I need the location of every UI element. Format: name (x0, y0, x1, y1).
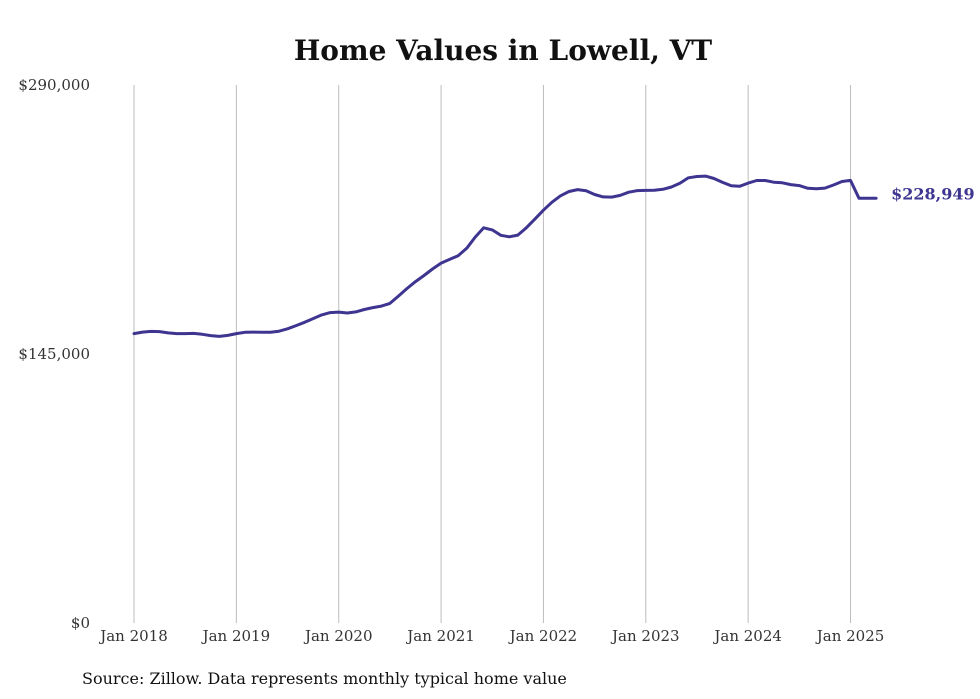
y-tick-label: $145,000 (18, 345, 90, 363)
y-tick-label: $290,000 (18, 76, 90, 94)
source-note: Source: Zillow. Data represents monthly … (82, 669, 567, 688)
x-tick-label: Jan 2022 (508, 627, 578, 645)
x-tick-label: Jan 2023 (610, 627, 680, 645)
latest-value-label: $228,949 (891, 184, 975, 203)
x-tick-label: Jan 2018 (98, 627, 168, 645)
chart-title: Home Values in Lowell, VT (294, 34, 712, 67)
x-axis-ticks: Jan 2018 Jan 2019 Jan 2020 Jan 2021 Jan 2022… (98, 627, 884, 645)
x-tick-label: Jan 2019 (201, 627, 271, 645)
x-tick-label: Jan 2021 (405, 627, 475, 645)
x-tick-label: Jan 2024 (712, 627, 782, 645)
gridlines (133, 85, 852, 623)
x-tick-label: Jan 2025 (815, 627, 885, 645)
x-tick-label: Jan 2020 (303, 627, 373, 645)
y-tick-label: $0 (71, 614, 90, 632)
y-axis-ticks: $0 $145,000 $290,000 (18, 76, 90, 632)
home-value-series-line (132, 174, 878, 338)
